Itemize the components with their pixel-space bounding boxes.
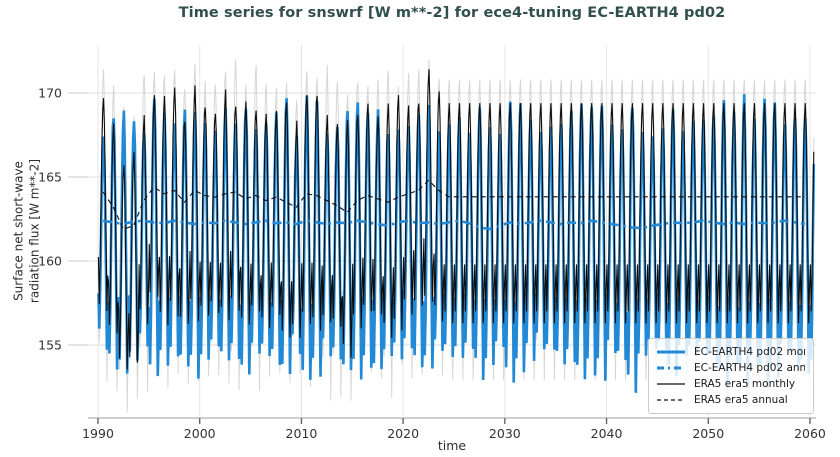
legend-sample-line bbox=[657, 399, 685, 401]
series-era5-era5-monthly bbox=[97, 69, 815, 370]
y-tick-label: 165 bbox=[38, 170, 62, 185]
x-tick-label: 2000 bbox=[184, 426, 216, 441]
series-era5-era5-annual bbox=[102, 179, 805, 230]
y-tick-label: 155 bbox=[38, 338, 62, 353]
legend-item-ecearth-annual: EC-EARTH4 pd02 annual bbox=[656, 360, 805, 376]
y-tick-label: 160 bbox=[38, 254, 62, 269]
legend-label: ERA5 era5 annual bbox=[694, 394, 788, 406]
legend-label: EC-EARTH4 pd02 annual bbox=[694, 362, 805, 374]
x-tick-label: 1990 bbox=[82, 426, 114, 441]
x-tick-label: 2010 bbox=[286, 426, 318, 441]
x-axis-label: time bbox=[437, 438, 467, 453]
legend-item-era5-annual: ERA5 era5 annual bbox=[656, 392, 805, 408]
y-tick-label: 170 bbox=[38, 86, 62, 101]
legend-item-ecearth-monthly: EC-EARTH4 pd02 monthly bbox=[656, 344, 805, 360]
series-ec-earth4-pd02-annual bbox=[102, 219, 806, 231]
legend-label: ERA5 era5 monthly bbox=[694, 378, 796, 390]
x-tick-label: 2030 bbox=[489, 426, 521, 441]
legend-sample-line bbox=[657, 383, 685, 385]
chart-title: Time series for snswrf [W m**-2] for ece… bbox=[178, 5, 726, 21]
legend-sample-line bbox=[657, 366, 685, 370]
x-tick-label: 2060 bbox=[794, 426, 826, 441]
legend-sample-line bbox=[657, 350, 685, 354]
legend-item-era5-monthly: ERA5 era5 monthly bbox=[656, 376, 805, 392]
x-tick-label: 2020 bbox=[387, 426, 419, 441]
legend-label: EC-EARTH4 pd02 monthly bbox=[694, 346, 805, 358]
x-tick-label: 2040 bbox=[591, 426, 623, 441]
legend-box: EC-EARTH4 pd02 monthly EC-EARTH4 pd02 an… bbox=[648, 338, 814, 414]
x-tick-label: 2050 bbox=[692, 426, 724, 441]
